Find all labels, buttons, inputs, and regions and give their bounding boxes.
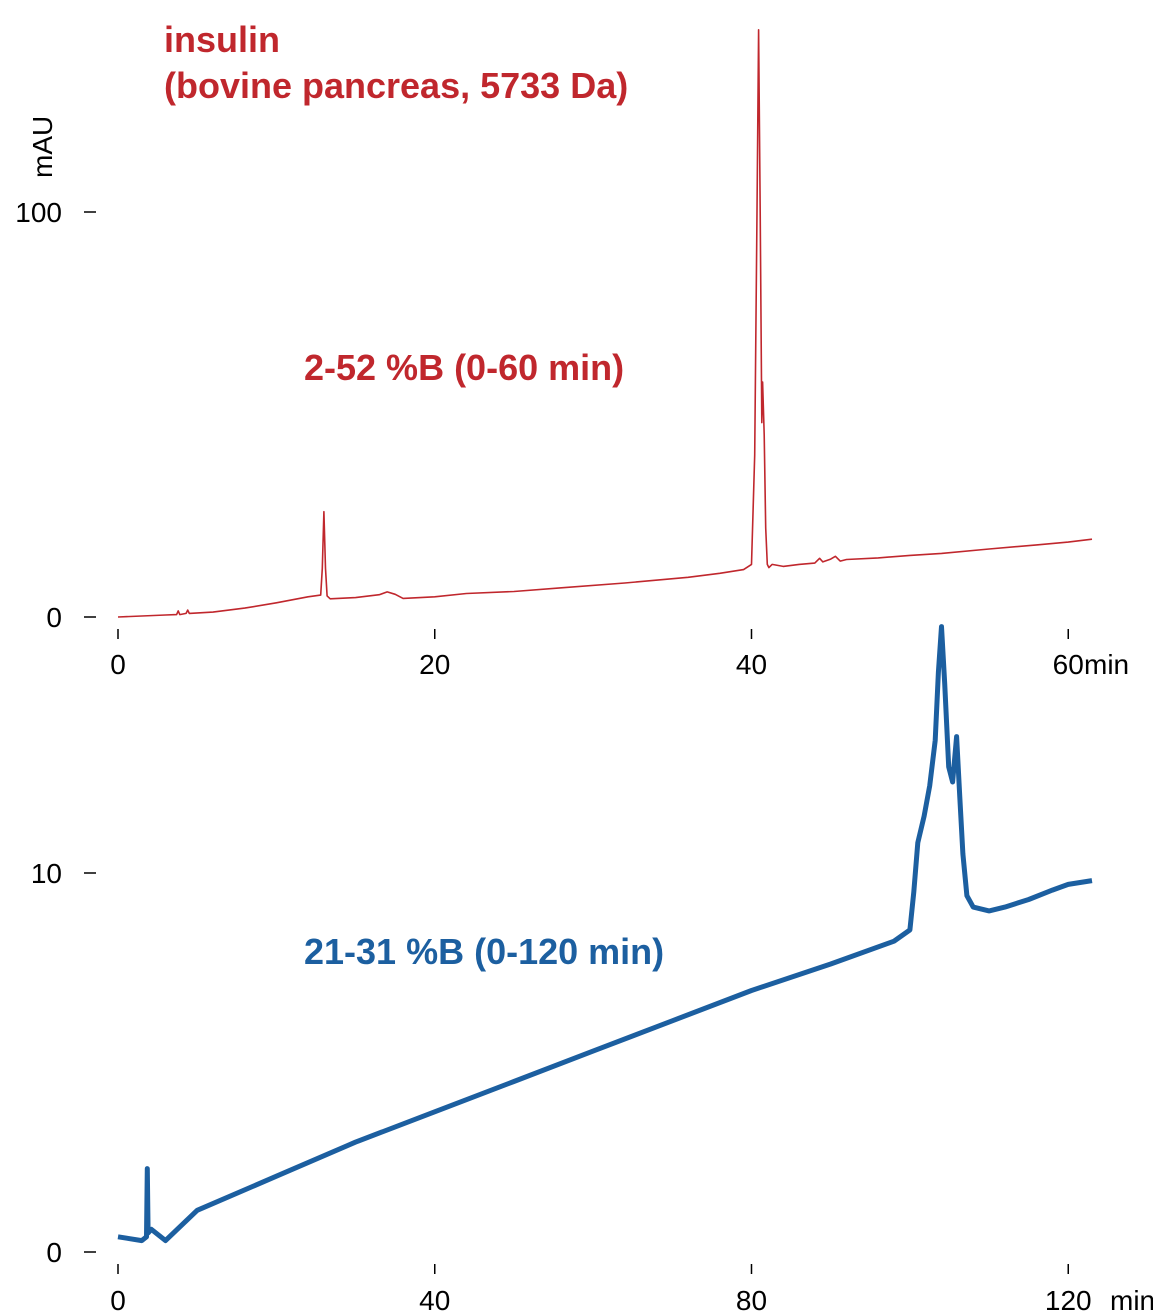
- axis-ticks-top: 0 20 40 60 0 100: [15, 197, 1084, 680]
- x-tick-label: 40: [736, 649, 767, 680]
- y-tick-label: 0: [46, 1237, 62, 1268]
- x-tick-label: 80: [736, 1285, 767, 1314]
- gradient-annotation-top: 2-52 %B (0-60 min): [304, 347, 624, 388]
- chart-subtitle: (bovine pancreas, 5733 Da): [164, 65, 628, 106]
- x-tick-label: 40: [419, 1285, 450, 1314]
- chromatogram-panel-bottom: 21-31 %B (0-120 min) min 0 40 80 120 0 10: [31, 624, 1153, 1314]
- x-axis-unit-top: min: [1084, 649, 1129, 680]
- x-tick-label: 20: [419, 649, 450, 680]
- chart-title: insulin: [164, 19, 280, 60]
- y-tick-label: 100: [15, 197, 62, 228]
- y-tick-label: 10: [31, 858, 62, 889]
- x-tick-label: 60: [1053, 649, 1084, 680]
- gradient-annotation-bottom: 21-31 %B (0-120 min): [304, 931, 664, 972]
- axis-ticks-bottom: 0 40 80 120 0 10: [31, 858, 1092, 1314]
- chromatogram-panel-top: insulin (bovine pancreas, 5733 Da) 2-52 …: [15, 19, 1129, 680]
- y-tick-label: 0: [46, 602, 62, 633]
- x-tick-label: 0: [110, 1285, 126, 1314]
- x-axis-unit-bottom: min: [1110, 1285, 1153, 1314]
- x-tick-label: 0: [110, 649, 126, 680]
- series-line-bottom: [117, 624, 1093, 1244]
- y-axis-label: mAU: [27, 116, 58, 178]
- x-tick-label: 120: [1045, 1285, 1092, 1314]
- series-line-top: [117, 29, 1093, 618]
